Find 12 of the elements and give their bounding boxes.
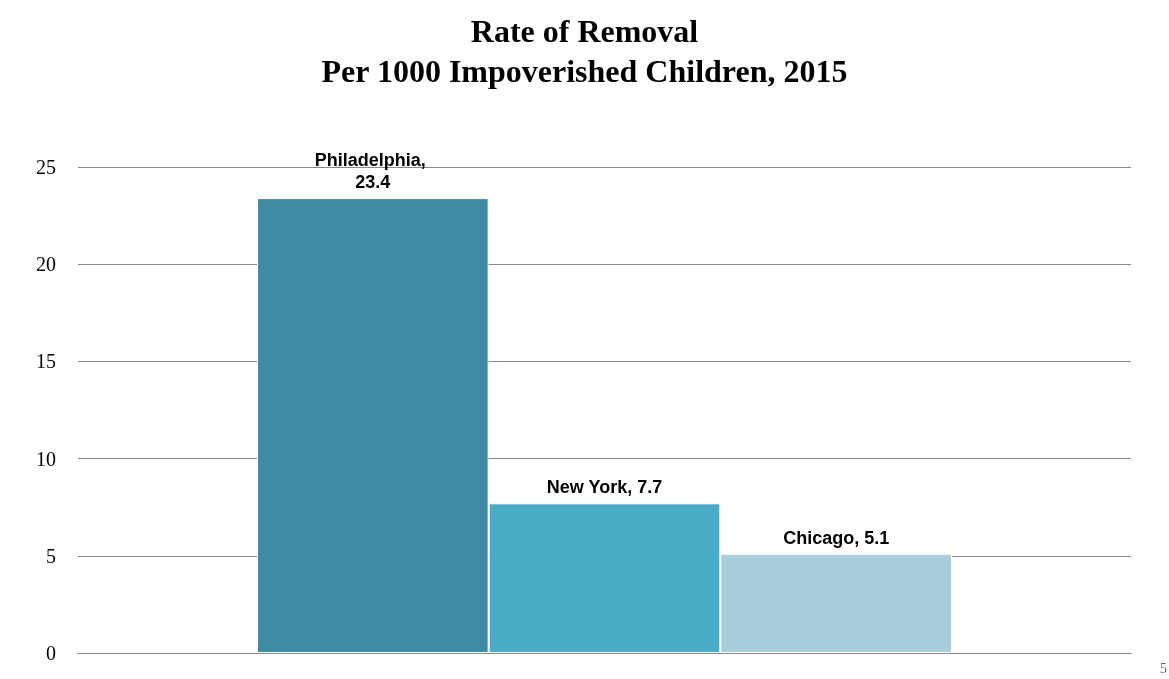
data-label: Philadelphia, 23.4	[314, 150, 431, 193]
y-tick-label: 10	[36, 447, 56, 470]
text: 5	[1160, 660, 1167, 676]
chart-subtitle: Per 1000 Impoverished Children, 2015	[321, 53, 848, 89]
y-tick-label: 25	[36, 156, 56, 178]
y-tick-label: 0	[46, 642, 56, 664]
y-tick-label: 20	[36, 253, 56, 276]
chart-title: Rate of Removal	[470, 13, 699, 49]
data-label: New York, 7.7	[546, 477, 663, 498]
data-label: Chicago, 5.1	[783, 527, 890, 548]
y-tick-label: 5	[46, 544, 56, 567]
y-tick-label: 15	[36, 350, 56, 373]
